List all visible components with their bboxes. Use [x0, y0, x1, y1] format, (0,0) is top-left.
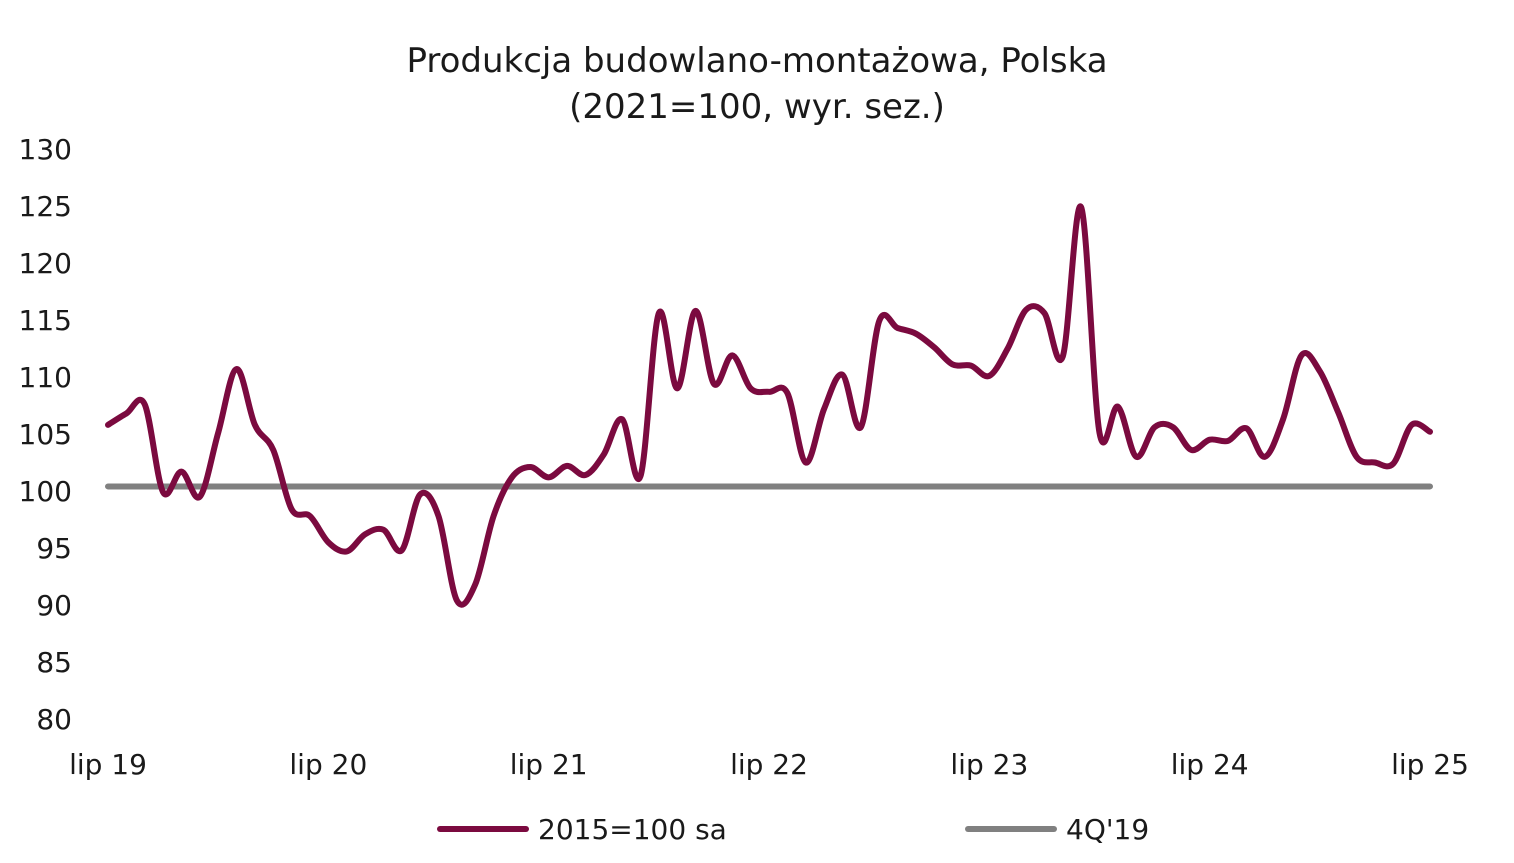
legend-label: 4Q'19 — [1066, 813, 1149, 846]
x-axis: lip 19 lip 20 lip 21 lip 22 lip 23 lip 24 lip … — [69, 748, 1469, 781]
chart-subtitle: (2021=100, wyr. sez.) — [569, 87, 945, 127]
y-tick-label: 80 — [36, 703, 72, 736]
x-tick-label: lip 19 — [69, 748, 147, 781]
legend-label: 2015=100 sa — [538, 813, 727, 846]
x-tick-label: lip 21 — [510, 748, 588, 781]
y-tick-label: 125 — [19, 190, 72, 223]
series-line-2015-100-sa — [105, 203, 1433, 608]
y-tick-label: 120 — [19, 247, 72, 280]
y-tick-label: 115 — [19, 304, 72, 337]
y-tick-label: 130 — [19, 133, 72, 166]
y-tick-label: 85 — [36, 646, 72, 679]
y-tick-label: 95 — [36, 532, 72, 565]
x-tick-label: lip 25 — [1391, 748, 1469, 781]
x-tick-label: lip 22 — [730, 748, 808, 781]
x-tick-label: lip 23 — [950, 748, 1028, 781]
series-group — [105, 203, 1433, 608]
legend: 2015=100 sa 4Q'19 — [437, 813, 1149, 846]
y-axis: 80 85 90 95 100 105 110 115 120 125 130 — [19, 133, 72, 736]
x-tick-label: lip 20 — [289, 748, 367, 781]
y-tick-label: 100 — [19, 475, 72, 508]
chart-title: Produkcja budowlano-montażowa, Polska — [406, 41, 1107, 81]
y-tick-label: 110 — [19, 361, 72, 394]
y-tick-label: 105 — [19, 418, 72, 451]
x-tick-label: lip 24 — [1171, 748, 1249, 781]
chart-title-group: Produkcja budowlano-montażowa, Polska (2… — [406, 41, 1107, 127]
y-tick-label: 90 — [36, 589, 72, 622]
